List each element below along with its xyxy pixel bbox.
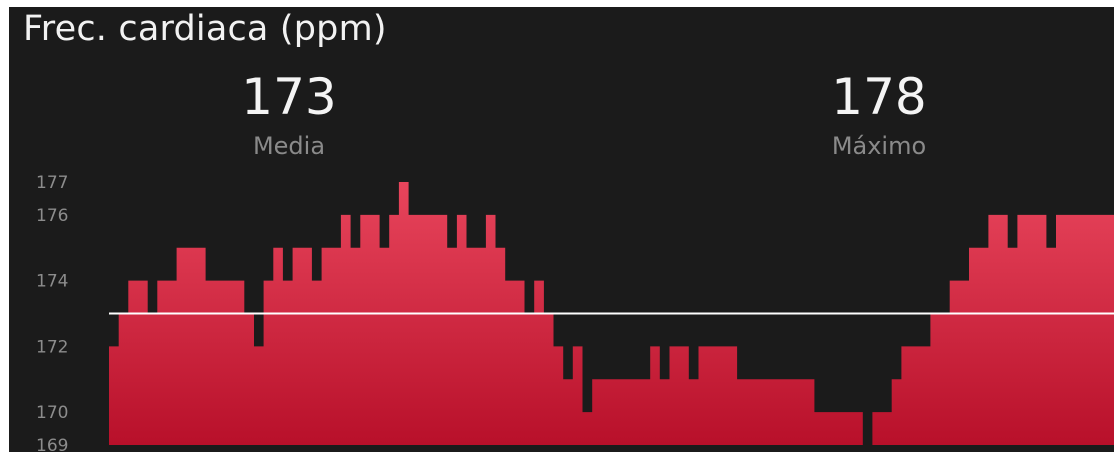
y-tick-label: 170 — [36, 403, 68, 423]
average-label: Media — [252, 132, 326, 160]
y-tick-label: 172 — [36, 337, 68, 357]
chart-title: Frec. cardiaca (ppm) — [23, 9, 387, 49]
average-stat: 173 Media — [139, 69, 439, 161]
y-tick-label: 176 — [36, 206, 68, 226]
y-tick-label: 169 — [36, 436, 68, 452]
y-tick-label: 174 — [36, 272, 68, 292]
y-axis-ticks: 169 170 172 174 176 177 — [36, 173, 68, 452]
maximum-stat: 178 Máximo — [729, 69, 1029, 161]
heart-rate-card: Frec. cardiaca (ppm) 173 Media 178 Máxim… — [9, 7, 1114, 452]
area-layer — [109, 182, 1114, 445]
maximum-value: 178 — [831, 68, 927, 126]
heart-rate-area — [109, 182, 1114, 445]
average-value: 173 — [241, 68, 337, 126]
maximum-label: Máximo — [831, 132, 927, 160]
y-tick-label: 177 — [36, 173, 68, 193]
heart-rate-chart: 169 170 172 174 176 177 — [36, 173, 1114, 452]
